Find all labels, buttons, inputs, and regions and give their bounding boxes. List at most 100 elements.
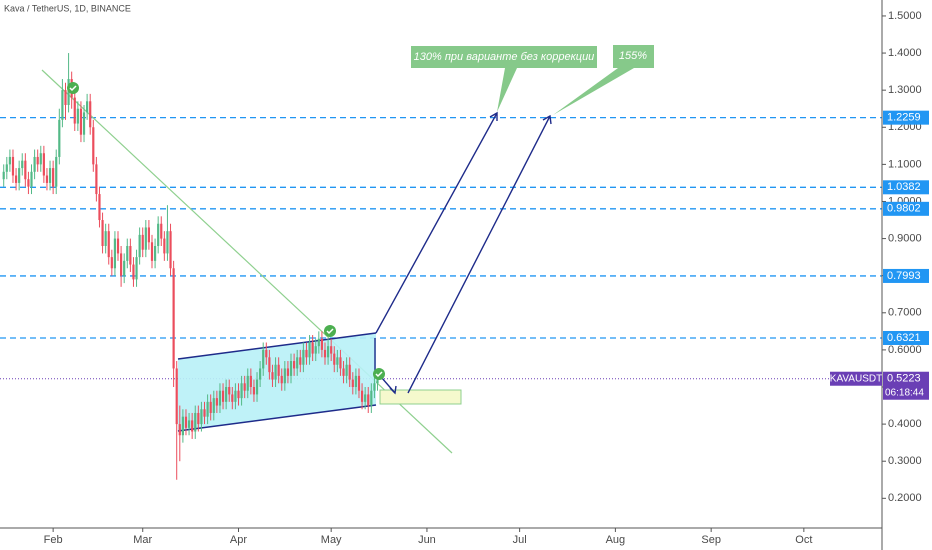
candle-body: [262, 349, 265, 369]
candle-body: [246, 375, 249, 391]
arrow-head: [542, 114, 552, 125]
check-icons: [67, 82, 385, 380]
candle-body: [317, 338, 320, 347]
candle-body: [274, 364, 277, 380]
candle-body: [116, 238, 120, 254]
target-zone: [379, 389, 462, 405]
candle-body: [163, 238, 166, 254]
candle-body: [181, 416, 184, 436]
channel: [178, 333, 376, 431]
candle-body: [243, 383, 246, 391]
candle-body: [166, 231, 169, 254]
y-tick-label: 0.4000: [888, 418, 922, 430]
candle-body: [364, 394, 367, 402]
candle-body: [200, 409, 203, 425]
candle-body: [172, 268, 175, 369]
arrow-head: [389, 385, 397, 395]
annotation: 130% при варианте без коррекции: [414, 51, 595, 63]
candle-body: [203, 409, 206, 417]
chart-title: Kava / TetherUS, 1D, BINANCE: [4, 3, 131, 13]
candle-body: [184, 416, 188, 428]
candle-body: [255, 379, 259, 395]
candle-body: [286, 368, 290, 376]
candle-body: [373, 383, 376, 391]
candle-body: [191, 420, 194, 432]
y-tick-label: 1.1000: [888, 158, 922, 170]
x-tick-label: Apr: [230, 534, 247, 546]
candle-body: [98, 194, 101, 221]
candle-body: [141, 234, 144, 250]
candle-body: [360, 390, 364, 402]
candle-body: [101, 220, 104, 247]
level-label: 1.2259: [887, 112, 921, 124]
candle-body: [225, 387, 228, 402]
candle-body: [110, 257, 113, 269]
check-mark: [69, 85, 383, 378]
level-label: 0.6321: [887, 332, 921, 344]
candle-body: [280, 375, 283, 384]
candle-body: [175, 368, 178, 425]
candle-body: [48, 168, 52, 183]
annotation-box: [411, 46, 597, 112]
candles: [2, 53, 379, 480]
candle-body: [64, 90, 67, 106]
candle-body: [27, 179, 30, 187]
candle-body: [107, 231, 110, 258]
candle-body: [24, 160, 27, 180]
candle-body: [33, 156, 36, 172]
candle-body: [293, 361, 296, 369]
candle-body: [342, 368, 345, 376]
candle-body: [157, 223, 160, 247]
candle-body: [5, 164, 8, 172]
level-label-box: [883, 268, 929, 283]
candle-body: [354, 375, 357, 388]
candle-body: [30, 171, 33, 187]
x-tick-label: Jul: [513, 534, 527, 546]
y-tick-label: 1.4000: [888, 47, 922, 59]
x-tick-label: May: [321, 534, 342, 546]
y-tick-label: 0.2000: [888, 492, 922, 504]
candle-body: [194, 412, 197, 432]
candle-body: [92, 127, 95, 165]
candle-body: [218, 390, 222, 406]
candle-body: [333, 353, 336, 365]
symbol-box: [830, 371, 882, 386]
candle-body: [160, 223, 163, 239]
candle-body: [169, 231, 172, 269]
candle-body: [42, 153, 45, 176]
candle-body: [79, 108, 83, 135]
candle-body: [326, 346, 330, 358]
candle-body: [138, 234, 141, 258]
level-label: 0.7993: [887, 270, 921, 282]
candle-body: [212, 398, 215, 413]
candle-body: [221, 390, 225, 402]
y-tick-label: 0.7000: [888, 307, 922, 319]
annotation: 155%: [619, 50, 647, 62]
candle-body: [135, 257, 138, 280]
annotation-box: [553, 45, 654, 115]
time-axis: [0, 528, 882, 550]
candle-body: [45, 175, 49, 183]
candle-body: [2, 171, 5, 180]
level-label-box: [883, 180, 929, 195]
trend-line: [41, 69, 453, 454]
candle-body: [123, 260, 126, 276]
arrow-up-2: [407, 115, 551, 394]
candle-body: [283, 368, 286, 384]
level-label-box: [883, 201, 929, 216]
candle-body: [240, 383, 243, 399]
x-tick-label: Sep: [701, 534, 721, 546]
candle-body: [89, 101, 92, 128]
candle-body: [187, 420, 191, 428]
candle-body: [289, 361, 293, 376]
candle-body: [305, 349, 308, 358]
candle-body: [8, 156, 11, 165]
candle-body: [345, 364, 348, 376]
candle-body: [259, 368, 262, 380]
candle-body: [348, 364, 351, 380]
candle-body: [367, 394, 370, 406]
candle-body: [61, 90, 64, 120]
candle-body: [58, 119, 61, 157]
candle-body: [153, 246, 157, 261]
